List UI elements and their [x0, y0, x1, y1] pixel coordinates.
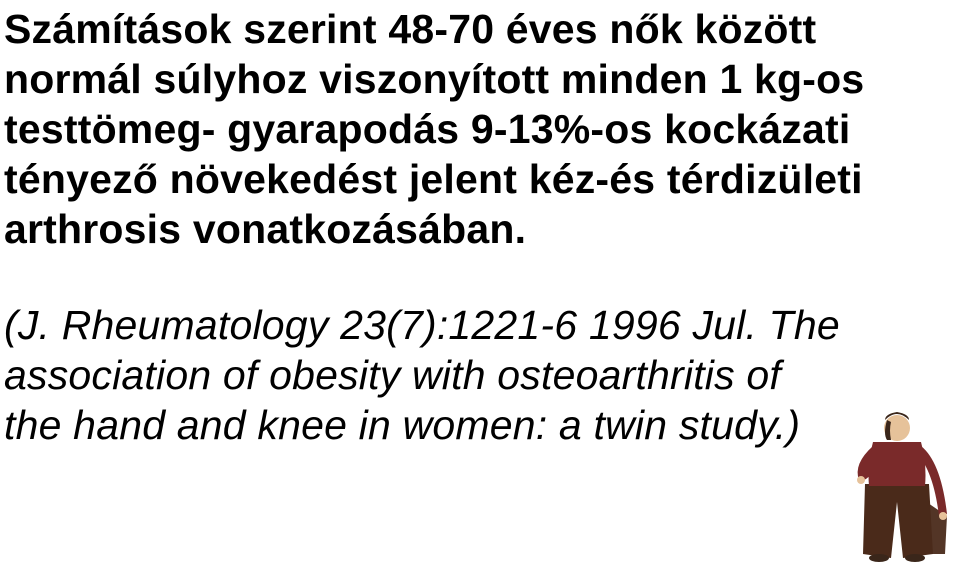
main-paragraph: Számítások szerint 48-70 éves nők között… [4, 4, 953, 254]
weight-loss-figure [843, 406, 953, 564]
citation-paragraph: (J. Rheumatology 23(7):1221-6 1996 Jul. … [4, 300, 844, 450]
right-hand [939, 512, 947, 520]
left-hand [857, 476, 865, 484]
left-foot [869, 554, 889, 562]
torso-shape [869, 442, 926, 486]
right-foot [905, 554, 925, 562]
slide-page: Számítások szerint 48-70 éves nők között… [0, 0, 959, 572]
